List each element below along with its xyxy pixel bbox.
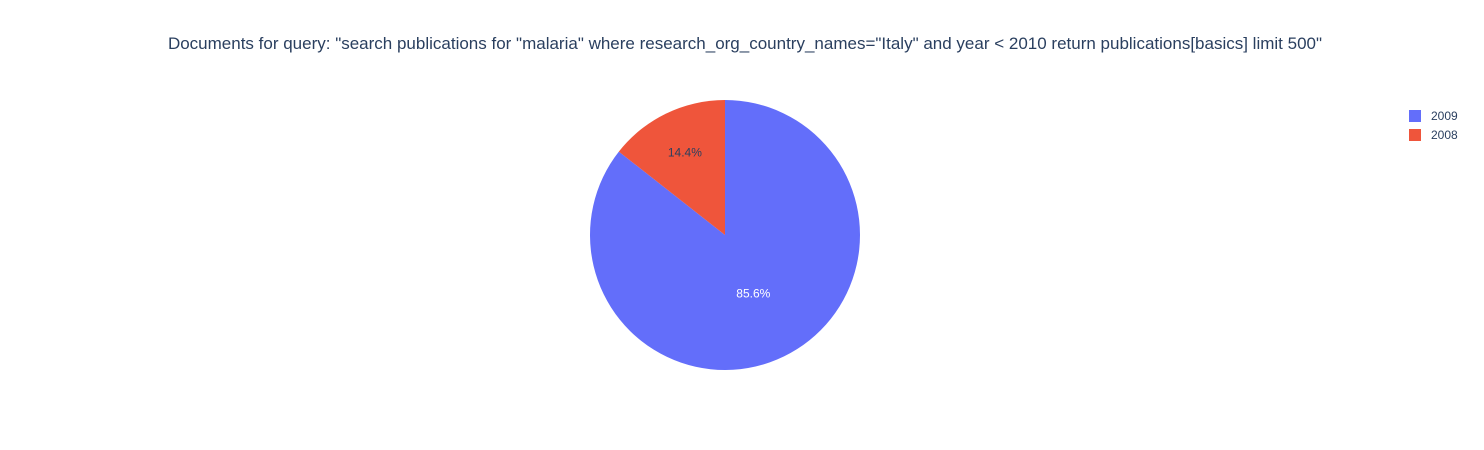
pie-labels: 85.6% 14.4% — [668, 145, 771, 300]
pie-label-2009: 85.6% — [736, 286, 770, 300]
pie-slice-2009[interactable] — [590, 100, 861, 370]
legend-swatch-2009 — [1409, 109, 1421, 122]
legend-swatch-2008 — [1409, 128, 1421, 141]
pie-slices — [590, 100, 861, 370]
legend-item-2009[interactable]: 2009 — [1409, 106, 1458, 125]
pie-slice-2008[interactable] — [618, 100, 725, 235]
chart-title: Documents for query: "search publication… — [167, 34, 1323, 53]
legend-label-2008: 2008 — [1431, 127, 1458, 142]
legend-item-2008[interactable]: 2008 — [1409, 125, 1458, 144]
legend: 2009 2008 — [1409, 106, 1458, 144]
pie-label-2008: 14.4% — [668, 145, 702, 159]
legend-label-2009: 2009 — [1431, 108, 1458, 123]
